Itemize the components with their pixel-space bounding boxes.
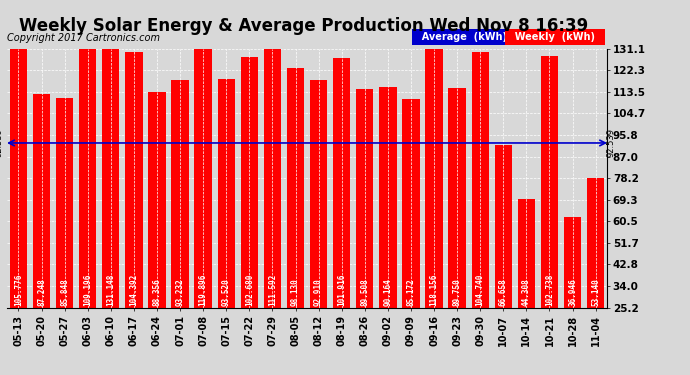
Bar — [10, 49, 27, 308]
Text: 109.196: 109.196 — [83, 274, 92, 306]
Text: Copyright 2017 Cartronics.com: Copyright 2017 Cartronics.com — [7, 33, 160, 43]
Text: 105.776: 105.776 — [14, 274, 23, 306]
Text: 92.539: 92.539 — [606, 129, 615, 158]
Text: 85.848: 85.848 — [60, 279, 69, 306]
Bar — [217, 79, 235, 308]
Bar — [380, 87, 397, 308]
Text: 111.592: 111.592 — [268, 274, 277, 306]
Text: 90.164: 90.164 — [384, 279, 393, 306]
Bar — [56, 98, 73, 308]
Text: Weekly  (kWh): Weekly (kWh) — [508, 32, 602, 42]
Bar — [33, 94, 50, 308]
Bar — [541, 57, 558, 308]
Bar — [587, 178, 604, 308]
Bar — [495, 145, 512, 308]
Bar — [333, 58, 351, 308]
Text: 104.392: 104.392 — [130, 274, 139, 306]
Bar — [425, 19, 443, 307]
Text: 102.738: 102.738 — [545, 274, 554, 306]
Bar — [102, 0, 119, 308]
Text: 102.680: 102.680 — [245, 274, 254, 306]
Bar — [564, 217, 581, 308]
Bar — [287, 68, 304, 308]
Bar — [79, 41, 97, 308]
Bar — [471, 52, 489, 308]
Text: 36.946: 36.946 — [568, 279, 577, 306]
Text: 104.740: 104.740 — [475, 274, 484, 306]
Bar — [241, 57, 258, 308]
Text: 93.520: 93.520 — [221, 279, 230, 306]
Text: 87.248: 87.248 — [37, 279, 46, 306]
Bar — [310, 81, 327, 308]
Text: 89.508: 89.508 — [360, 279, 369, 306]
Text: 85.172: 85.172 — [406, 279, 415, 306]
Bar — [171, 80, 189, 308]
Text: 92.910: 92.910 — [314, 279, 323, 306]
Text: 131.148: 131.148 — [106, 274, 115, 306]
Text: 66.658: 66.658 — [499, 279, 508, 306]
Text: 44.308: 44.308 — [522, 279, 531, 306]
Text: Average  (kWh): Average (kWh) — [415, 32, 514, 42]
Text: 92.539: 92.539 — [0, 129, 3, 158]
Text: 101.916: 101.916 — [337, 274, 346, 306]
Text: 53.140: 53.140 — [591, 279, 600, 306]
Bar — [448, 88, 466, 308]
Text: 93.232: 93.232 — [175, 279, 184, 306]
Bar — [195, 15, 212, 307]
Bar — [264, 35, 281, 308]
Bar — [148, 92, 166, 308]
Text: 98.130: 98.130 — [291, 279, 300, 306]
Bar — [518, 199, 535, 308]
Text: 89.750: 89.750 — [453, 279, 462, 306]
Text: 88.356: 88.356 — [152, 279, 161, 306]
Text: 118.156: 118.156 — [430, 274, 439, 306]
Bar — [402, 99, 420, 308]
Text: Weekly Solar Energy & Average Production Wed Nov 8 16:39: Weekly Solar Energy & Average Production… — [19, 17, 588, 35]
Bar — [125, 53, 143, 308]
Text: 119.896: 119.896 — [199, 274, 208, 306]
Bar — [356, 89, 373, 308]
